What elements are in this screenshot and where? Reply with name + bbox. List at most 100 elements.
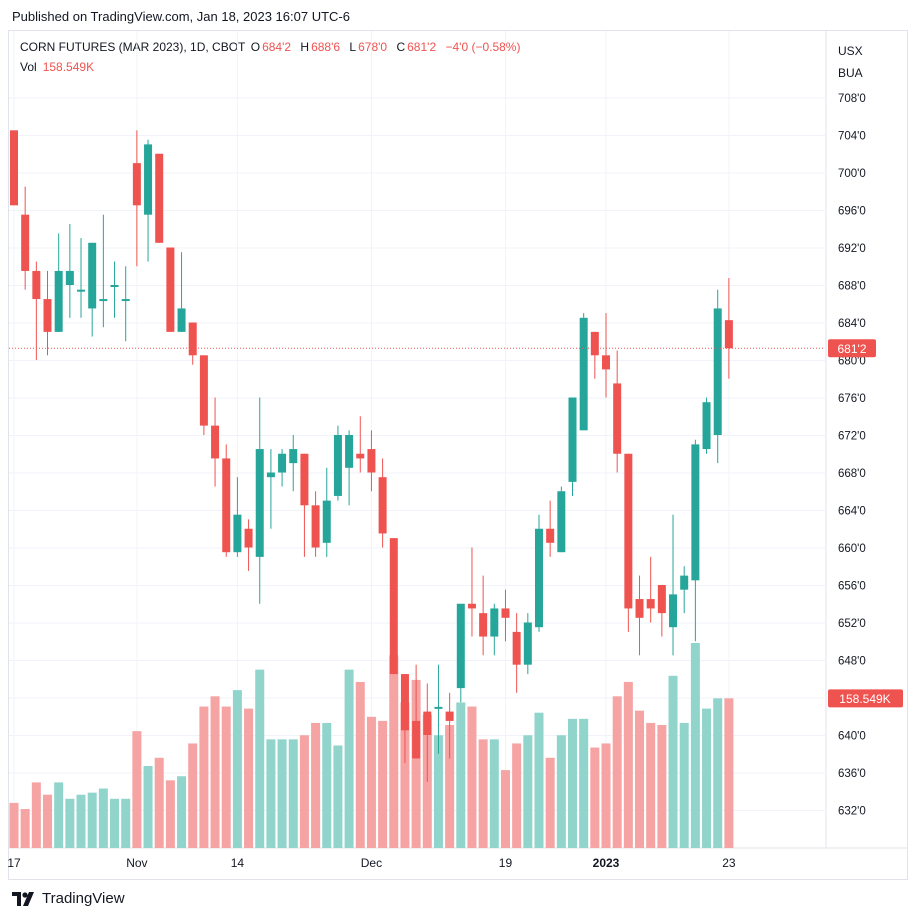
volume-bar <box>657 725 667 848</box>
candle-body <box>646 599 655 609</box>
volume-bar <box>65 798 75 848</box>
volume-bar <box>366 716 376 848</box>
chart-frame[interactable] <box>8 30 908 880</box>
open-value: 684'2 <box>262 40 292 54</box>
candle-body <box>121 299 130 302</box>
volume-bar <box>590 747 600 848</box>
candle-body <box>713 308 722 435</box>
y-tick-label: 636'0 <box>838 768 866 780</box>
y-tick-label: 704'0 <box>838 131 866 143</box>
volume-bar <box>177 776 187 848</box>
volume-bar <box>635 710 645 848</box>
volume-bar <box>266 739 276 848</box>
candle-body <box>534 528 543 628</box>
x-tick-label: Nov <box>126 856 147 870</box>
candle-body <box>657 585 666 614</box>
y-tick-label: 668'0 <box>838 468 866 480</box>
volume-bar <box>43 794 53 848</box>
volume-bar <box>411 679 421 848</box>
volume-bar <box>478 739 488 848</box>
candle-body <box>333 435 342 496</box>
candle-body <box>523 622 532 665</box>
candle-body <box>65 270 74 285</box>
low-label: L <box>349 40 357 54</box>
last-price-badge <box>828 339 876 358</box>
volume-bar <box>579 718 589 848</box>
volume-bar <box>355 681 365 848</box>
candle-body <box>188 322 197 356</box>
candle-body <box>222 458 231 553</box>
volume-bar <box>378 720 388 848</box>
volume-bar <box>165 780 175 848</box>
y-tick-label: 692'0 <box>838 243 866 255</box>
volume-bar <box>612 696 622 848</box>
candle-body <box>255 449 264 557</box>
low-value: 678'0 <box>358 40 388 54</box>
volume-bar <box>668 675 678 848</box>
volume-bar <box>568 718 577 848</box>
close-value: 681'2 <box>407 40 437 54</box>
candle-body <box>378 477 387 534</box>
volume-bar <box>344 669 354 848</box>
candle-body <box>311 505 320 548</box>
candle-body <box>400 674 409 731</box>
y-tick-label: 700'0 <box>838 168 866 180</box>
volume-bar <box>467 706 477 848</box>
candle-body <box>501 608 510 618</box>
candle-body <box>669 594 678 628</box>
volume-bar <box>110 798 120 848</box>
currency-usx: USX <box>838 44 863 58</box>
tradingview-logo[interactable]: TradingView <box>12 890 125 907</box>
candle-body <box>724 320 733 349</box>
candle-body <box>177 308 186 332</box>
candle-body <box>434 706 443 709</box>
candle-body <box>479 613 488 637</box>
volume-bar <box>623 681 633 848</box>
candle-body <box>456 603 465 689</box>
volume-bar <box>121 798 131 848</box>
volume-bar <box>433 735 443 848</box>
x-tick-label: 2023 <box>593 856 620 870</box>
candle-body <box>490 608 499 637</box>
volume-bar <box>210 696 220 848</box>
volume-bar <box>31 782 41 848</box>
volume-bar <box>76 794 86 848</box>
candle-body <box>412 720 421 759</box>
volume-bar <box>154 757 164 848</box>
candle-body <box>423 711 432 735</box>
tradingview-brand: TradingView <box>42 890 125 907</box>
candle-body <box>389 538 398 675</box>
open-label: O <box>250 40 261 54</box>
y-tick-label: 648'0 <box>838 656 866 668</box>
candle-body <box>702 402 711 450</box>
volume-bar <box>255 669 265 848</box>
candle-body <box>356 453 365 459</box>
candle-body <box>132 163 141 206</box>
volume-bar <box>9 802 19 848</box>
volume-bar <box>556 735 566 848</box>
volume-bar <box>523 735 533 848</box>
y-tick-label: 656'0 <box>838 581 866 593</box>
symbol-title: CORN FUTURES (MAR 2023), 1D, CBOT <box>20 40 246 54</box>
x-tick-label: 23 <box>722 856 736 870</box>
volume-bar <box>646 722 656 848</box>
currency-labels: USX BUA <box>838 40 863 84</box>
y-tick-label: 632'0 <box>838 806 866 818</box>
volume-bar <box>143 766 153 848</box>
volume-bar <box>724 698 734 848</box>
volume-bar <box>299 735 309 848</box>
volume-bar <box>601 743 611 848</box>
y-tick-label: 684'0 <box>838 318 866 330</box>
volume-bar <box>690 643 700 848</box>
y-tick-label: 708'0 <box>838 93 866 105</box>
candle-body <box>579 317 588 431</box>
x-tick-label: 14 <box>231 856 245 870</box>
candle-body <box>244 528 253 548</box>
candle-body <box>166 247 175 332</box>
volume-bar <box>288 739 298 848</box>
candle-body <box>635 599 644 618</box>
candle-body <box>613 383 622 454</box>
published-caption: Published on TradingView.com, Jan 18, 20… <box>12 9 350 24</box>
y-tick-label: 688'0 <box>838 281 866 293</box>
